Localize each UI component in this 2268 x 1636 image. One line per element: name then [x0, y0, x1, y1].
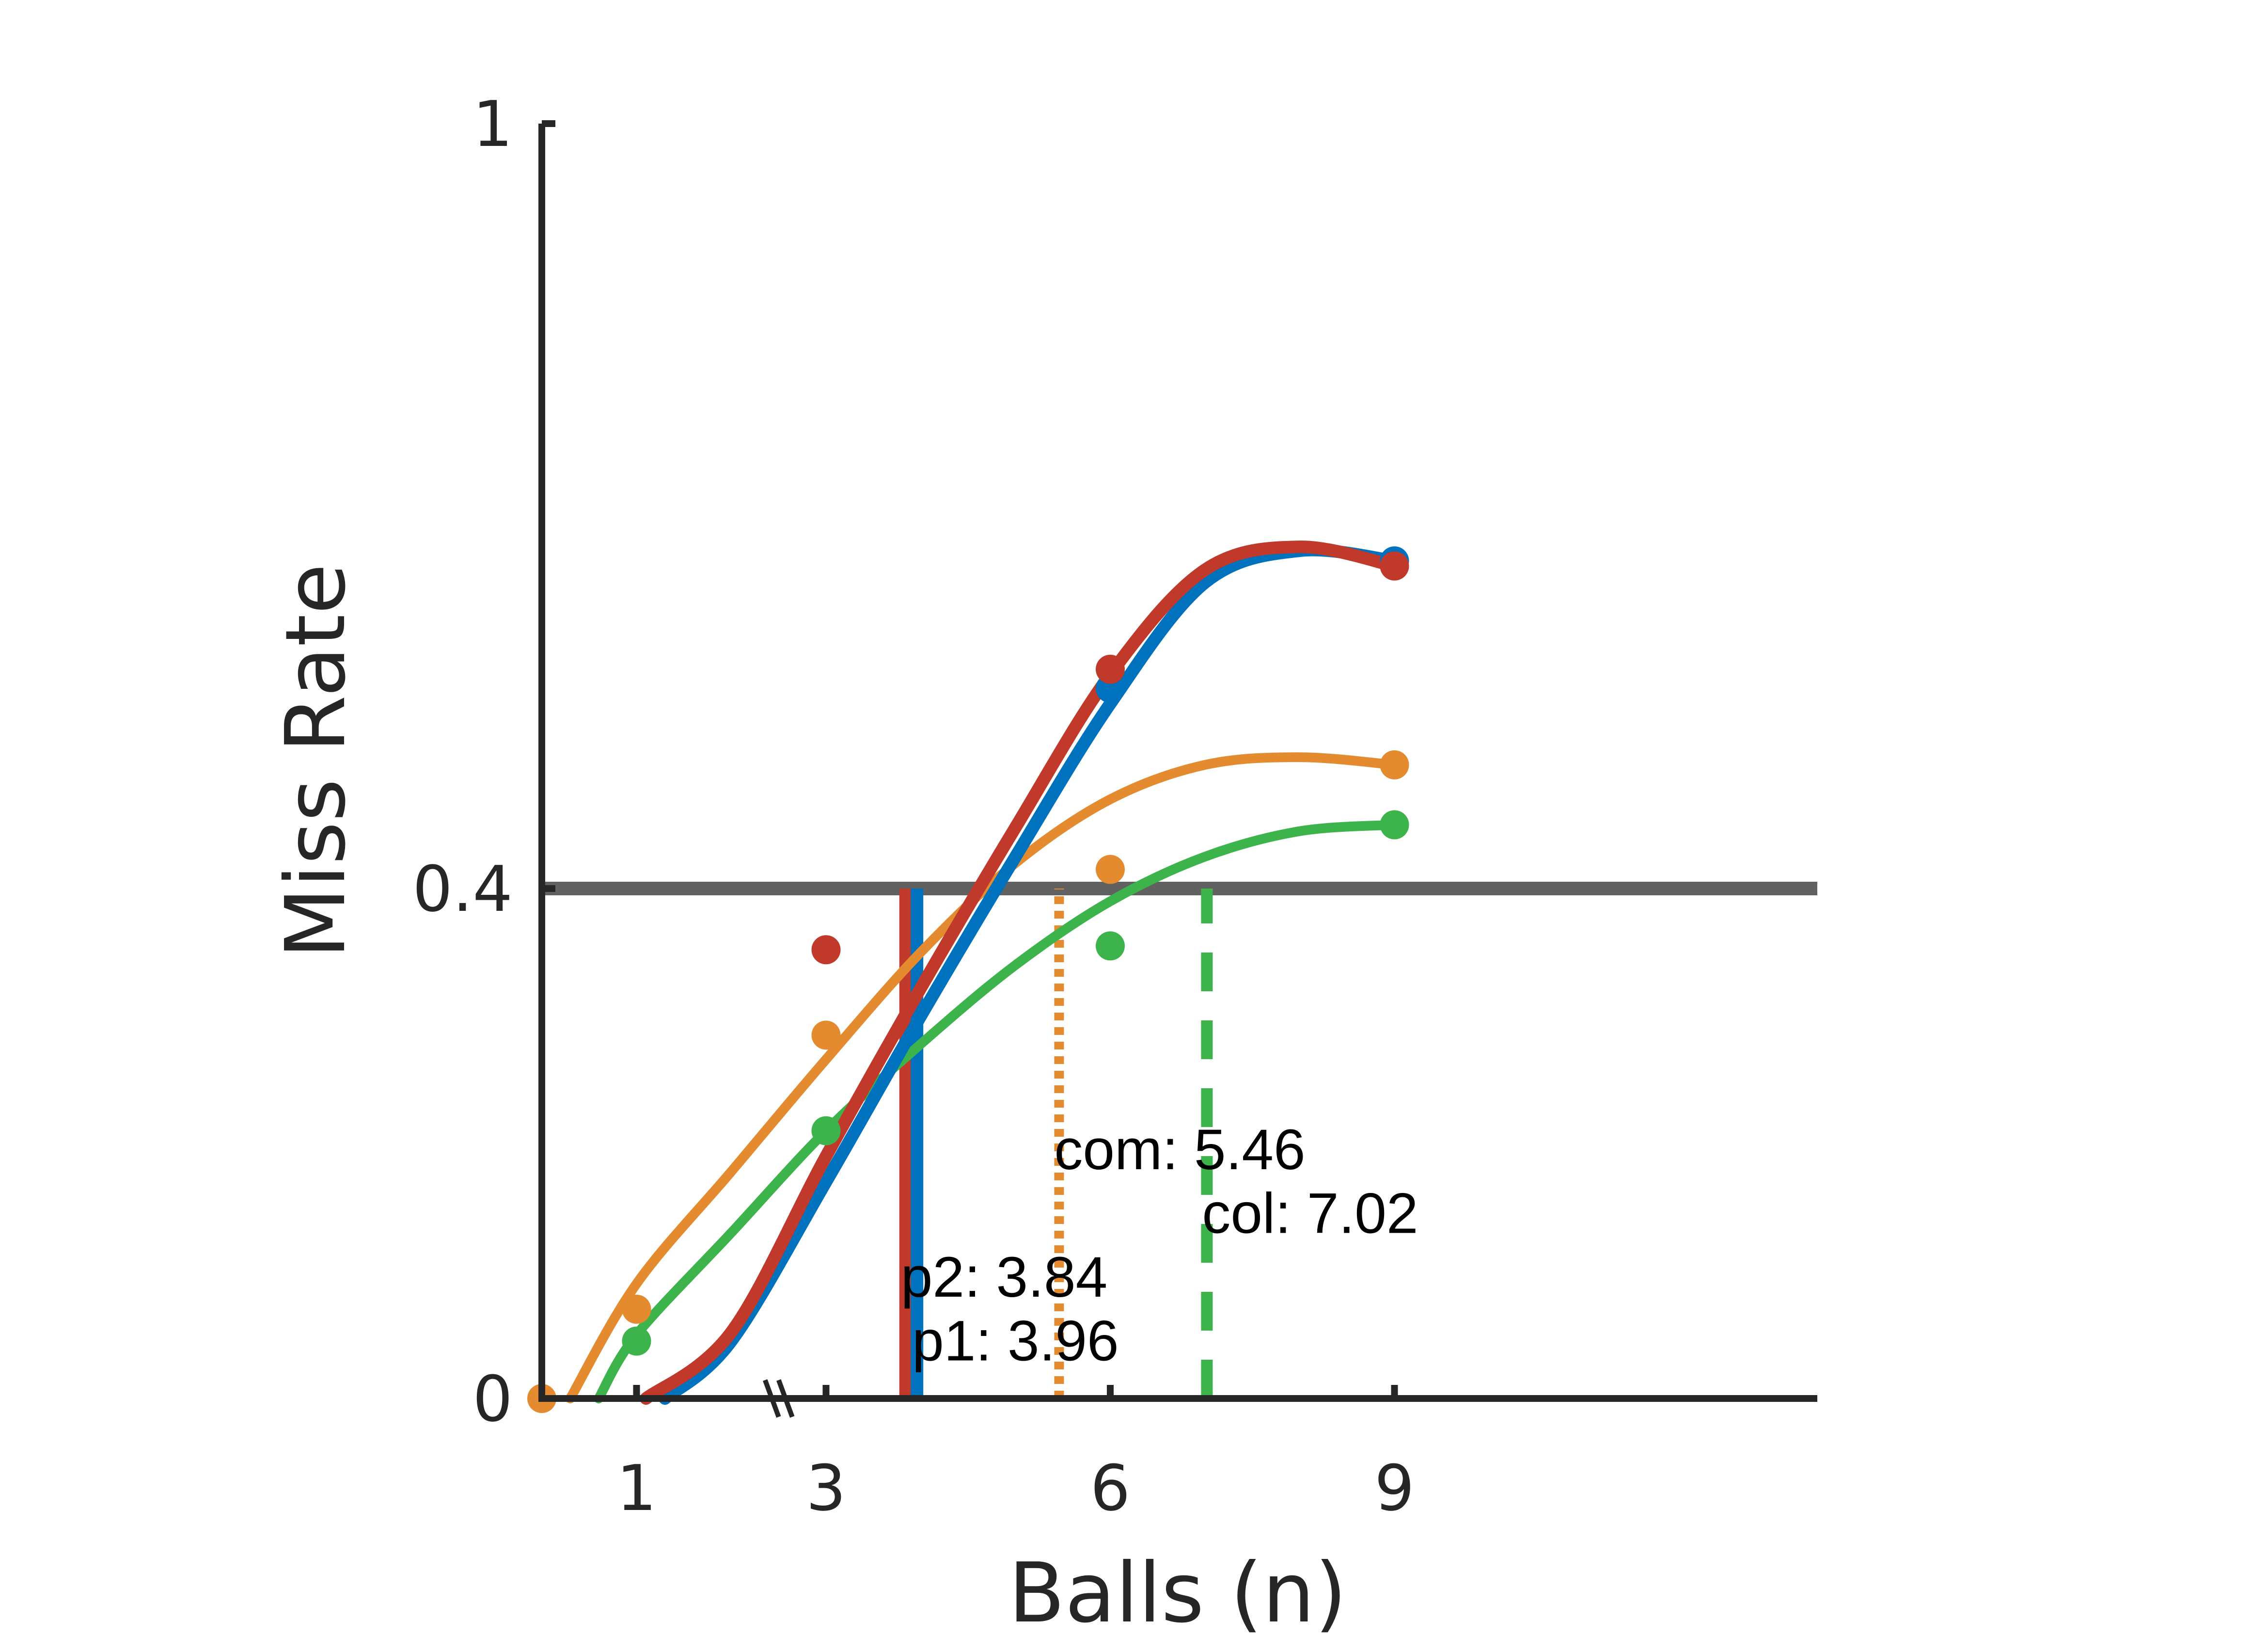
point-p2-2 — [1380, 551, 1409, 581]
annotation-2: com: 5.46 — [1054, 1118, 1305, 1182]
point-col-3 — [1380, 810, 1409, 840]
x-tick-label-2: 6 — [1090, 1451, 1131, 1525]
y-tick-label-0: 0 — [472, 1362, 513, 1436]
point-col-2 — [1096, 931, 1125, 961]
curve-col — [594, 820, 1400, 1403]
point-com-3 — [1096, 855, 1125, 884]
point-col-1 — [811, 1116, 841, 1145]
point-com-4 — [1380, 750, 1409, 779]
axis-break-mark-1 — [776, 1379, 795, 1418]
curve-p2 — [640, 540, 1401, 1405]
point-col-0 — [622, 1326, 651, 1356]
point-com-1 — [622, 1294, 651, 1324]
point-com-2 — [811, 1020, 841, 1050]
x-tick-label-1: 3 — [806, 1451, 846, 1525]
axis-break-mark-0 — [763, 1379, 781, 1418]
annotation-1: p1: 3.96 — [912, 1309, 1118, 1373]
annotation-0: p2: 3.84 — [901, 1245, 1107, 1309]
y-tick-label-1: 0.4 — [412, 852, 513, 926]
curve-p1 — [659, 543, 1401, 1405]
annotation-3: col: 7.02 — [1202, 1182, 1418, 1246]
y-tick-label-2: 1 — [472, 87, 513, 161]
point-p2-0 — [811, 935, 841, 965]
y-axis-title: Miss Rate — [268, 564, 364, 959]
x-tick-label-0: 1 — [616, 1451, 657, 1525]
curve-com — [565, 752, 1400, 1403]
point-p2-1 — [1096, 654, 1125, 684]
x-axis-title: Balls (n) — [1008, 1545, 1347, 1636]
x-tick-label-3: 9 — [1374, 1451, 1415, 1525]
